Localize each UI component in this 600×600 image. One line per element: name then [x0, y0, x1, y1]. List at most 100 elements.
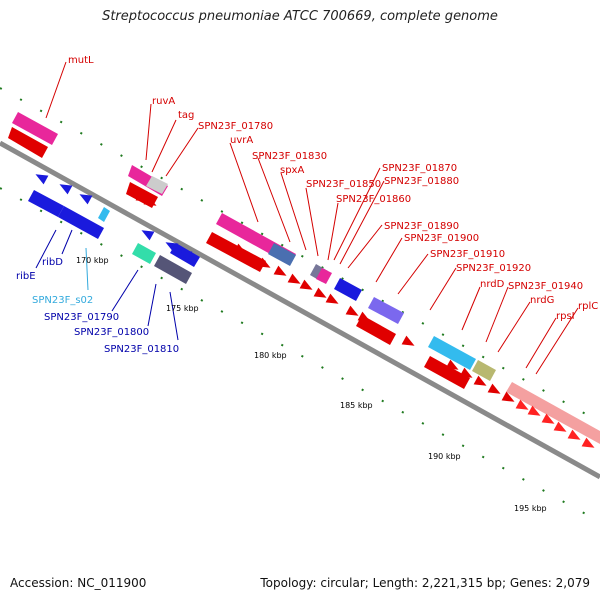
- lower-leaders: [35, 229, 179, 341]
- reverse-arrow-0: [35, 174, 49, 185]
- label-s02: SPN23F_s02: [32, 295, 93, 306]
- gene-s02-block: [98, 207, 110, 222]
- leader-01870: [333, 167, 381, 261]
- label-rpsI: rpsI: [556, 311, 575, 322]
- reverse-arrow-1: [59, 184, 73, 195]
- forward-arrow-0: [135, 191, 149, 202]
- forward-arrow-2: [233, 243, 247, 254]
- leader-01790: [111, 269, 139, 312]
- label-uvrA: uvrA: [230, 135, 253, 146]
- gene-mutL-block: [12, 112, 58, 145]
- leader-01810: [169, 291, 179, 341]
- gene-ribD-block: [58, 206, 104, 239]
- forward-arrow-20: [553, 421, 567, 432]
- scale-label-180: 180 kbp: [254, 351, 287, 360]
- scale-label-170: 170 kbp: [76, 256, 109, 265]
- forward-arrow-5: [287, 273, 301, 284]
- gene-nrdG-block: [472, 360, 496, 381]
- forward-arrow-15: [487, 383, 501, 394]
- gene-rpsI-block: [506, 382, 600, 444]
- scale-label-185: 185 kbp: [340, 401, 373, 410]
- leader-01920: [429, 267, 457, 311]
- strand-arrows: [135, 191, 595, 448]
- forward-arrow-12: [445, 359, 459, 370]
- label-01900: SPN23F_01900: [404, 233, 479, 244]
- leader-01800: [147, 283, 157, 327]
- forward-arrow-22: [581, 437, 595, 448]
- leader-s02: [85, 247, 89, 291]
- forward-arrow-7: [313, 287, 327, 298]
- upper-labels: mutL ruvA tag SPN23F_01780 uvrA SPN23F_0…: [68, 55, 598, 322]
- leader-01900: [375, 237, 403, 283]
- leader-rpsI: [525, 317, 557, 369]
- forward-arrow-14: [473, 375, 487, 386]
- leader-spxA: [280, 172, 307, 251]
- reverse-arrow-2: [79, 194, 93, 205]
- forward-arrow-11: [401, 335, 415, 346]
- gene-01790-block: [132, 243, 156, 264]
- forward-arrow-10: [357, 311, 371, 322]
- leader-nrdG: [497, 301, 531, 353]
- forward-arrow-3: [257, 257, 271, 268]
- leader-tag: [151, 119, 177, 173]
- leader-uvrA: [229, 142, 259, 223]
- label-mutL: mutL: [68, 55, 94, 66]
- map-title: Streptococcus pneumoniae ATCC 700669, co…: [102, 9, 498, 24]
- leader-rplC: [535, 307, 579, 375]
- label-01880: SPN23F_01880: [384, 176, 459, 187]
- scale-label-195: 195 kbp: [514, 504, 547, 513]
- label-rplC: rplC: [578, 301, 598, 312]
- leader-01780: [165, 127, 199, 177]
- lower-labels: ribE ribD SPN23F_s02 SPN23F_01790 SPN23F…: [16, 257, 179, 355]
- leader-mutL: [45, 61, 67, 119]
- leader-01910: [397, 253, 429, 295]
- leader-01860: [327, 202, 339, 261]
- label-01810: SPN23F_01810: [104, 344, 179, 355]
- upper-genes: [8, 112, 600, 444]
- gene-01890-block: [368, 297, 404, 324]
- label-ribE: ribE: [16, 271, 36, 282]
- forward-arrow-1: [143, 195, 157, 206]
- reverse-arrow-3: [141, 230, 155, 241]
- upper-tick-guide: [0, 87, 600, 423]
- forward-arrow-18: [527, 405, 541, 416]
- label-01860: SPN23F_01860: [336, 194, 411, 205]
- gene-01830-block: [268, 243, 296, 266]
- label-01850: SPN23F_01850: [306, 179, 381, 190]
- gene-01860-block: [334, 278, 362, 301]
- label-01910: SPN23F_01910: [430, 249, 505, 260]
- leader-ribE: [35, 229, 57, 269]
- label-01830: SPN23F_01830: [252, 151, 327, 162]
- leader-01890: [347, 224, 383, 269]
- genome-backbone: [0, 140, 600, 480]
- label-01920: SPN23F_01920: [456, 263, 531, 274]
- label-spxA: spxA: [280, 165, 304, 176]
- label-01780: SPN23F_01780: [198, 121, 273, 132]
- gene-mutL-arrow: [8, 127, 48, 158]
- gene-tag-block: [146, 176, 168, 194]
- upper-leaders: [45, 61, 579, 375]
- leader-01880: [339, 180, 385, 265]
- gene-01890-arrow: [356, 315, 396, 345]
- gene-nrdD-arrow: [424, 356, 470, 389]
- reverse-arrow-5: [179, 250, 193, 261]
- forward-arrow-8: [325, 293, 339, 304]
- label-nrdG: nrdG: [530, 295, 554, 306]
- scale-labels: 170 kbp 175 kbp 180 kbp 185 kbp 190 kbp …: [76, 256, 547, 513]
- forward-arrow-19: [541, 413, 555, 424]
- gene-ribE-block: [28, 190, 64, 217]
- leader-01830: [257, 157, 291, 243]
- label-01870: SPN23F_01870: [382, 163, 457, 174]
- forward-arrow-4: [273, 265, 287, 276]
- leader-01850: [305, 187, 319, 257]
- leader-ribD: [61, 229, 73, 255]
- leader-01940: [485, 286, 509, 343]
- forward-arrow-9: [345, 305, 359, 316]
- forward-arrow-21: [567, 429, 581, 440]
- reverse-arrow-4: [165, 242, 179, 253]
- accession-text: Accession: NC_011900: [10, 576, 147, 590]
- label-nrdD: nrdD: [480, 279, 505, 290]
- label-tag: tag: [178, 110, 194, 121]
- gene-01850-block: [316, 268, 332, 284]
